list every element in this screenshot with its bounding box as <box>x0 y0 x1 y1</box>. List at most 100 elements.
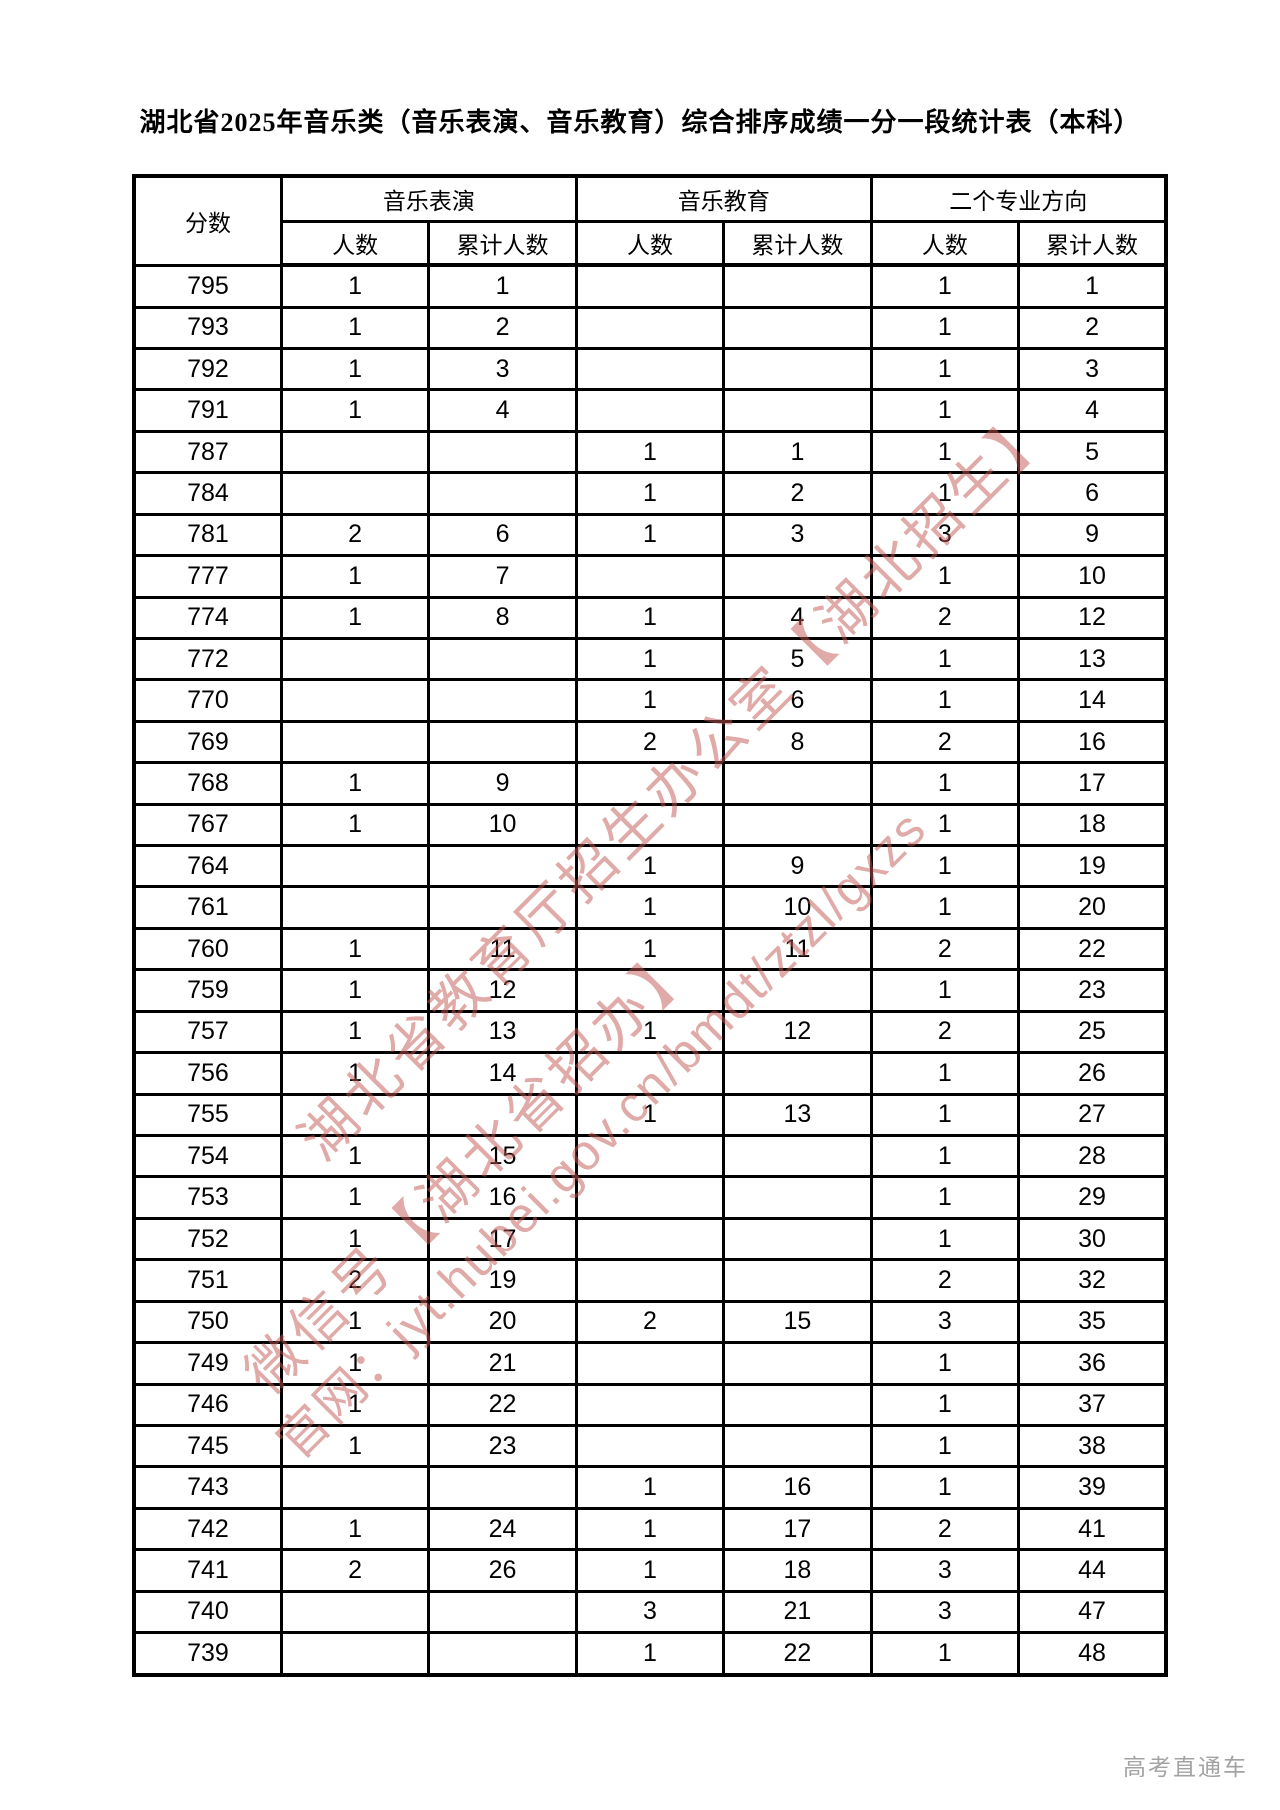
both-cumulative-cell: 48 <box>1017 1631 1168 1677</box>
mp-cumulative-cell: 11 <box>427 926 578 972</box>
mp-count-cell: 1 <box>279 1134 431 1179</box>
score-cell: 757 <box>132 1009 283 1055</box>
both-count-cell: 1 <box>869 388 1021 433</box>
mp-count-cell: 1 <box>279 1175 431 1220</box>
me-cumulative-cell: 9 <box>722 844 873 889</box>
both-cumulative-cell: 37 <box>1017 1382 1168 1427</box>
both-count-cell: 1 <box>869 844 1021 889</box>
mp-cumulative-cell: 26 <box>427 1548 578 1593</box>
me-cumulative-cell: 13 <box>722 1092 873 1138</box>
score-cell: 792 <box>132 346 283 392</box>
both-count-cell: 2 <box>869 1258 1021 1303</box>
me-count-cell: 1 <box>574 1631 726 1677</box>
table-row: 774 1 8 1 4 2 12 <box>132 595 1168 640</box>
mp-count-cell: 1 <box>279 388 431 433</box>
both-cumulative-cell: 1 <box>1017 263 1168 309</box>
table-row: 787 1 1 1 5 <box>132 429 1168 475</box>
me-cumulative-cell: 12 <box>722 1009 873 1055</box>
mp-count-cell <box>279 885 431 930</box>
me-cumulative-cell <box>722 388 873 433</box>
table-row: 767 1 10 1 18 <box>132 802 1168 848</box>
me-count-cell: 1 <box>574 1548 726 1593</box>
table-row: 743 1 16 1 39 <box>132 1465 1168 1510</box>
me-count-cell <box>574 1423 726 1469</box>
mp-count-cell: 1 <box>279 554 431 599</box>
mp-count-cell: 1 <box>279 1341 431 1386</box>
me-cumulative-cell <box>722 761 873 806</box>
me-count-cell: 1 <box>574 844 726 889</box>
me-cumulative-cell <box>722 305 873 351</box>
me-cumulative-cell <box>722 1423 873 1469</box>
both-cumulative-cell: 14 <box>1017 678 1168 723</box>
mp-count-cell: 1 <box>279 761 431 806</box>
table-row: 768 1 9 1 17 <box>132 761 1168 806</box>
both-count-cell: 1 <box>869 678 1021 723</box>
both-cumulative-cell: 36 <box>1017 1341 1168 1386</box>
me-cumulative-cell <box>722 1216 873 1262</box>
me-cumulative-cell: 4 <box>722 595 873 640</box>
table-row: 739 1 22 1 48 <box>132 1631 1168 1677</box>
mp-cumulative-cell <box>427 678 578 723</box>
me-cumulative-cell: 2 <box>722 471 873 516</box>
mp-cumulative-cell: 21 <box>427 1341 578 1386</box>
both-cumulative-cell: 26 <box>1017 1051 1168 1096</box>
mp-cumulative-cell: 1 <box>427 263 578 309</box>
footer-brand: 高考直通车 <box>1123 1754 1248 1780</box>
header-me-cumulative: 累计人数 <box>722 220 873 267</box>
mp-count-cell <box>279 429 431 475</box>
both-count-cell: 1 <box>869 1216 1021 1262</box>
mp-count-cell: 1 <box>279 968 431 1013</box>
both-count-cell: 1 <box>869 1423 1021 1469</box>
table-header: 分数 音乐表演 音乐教育 二个专业方向 人数 累计人数 人数 累计人数 人数 累… <box>132 174 1168 267</box>
mp-cumulative-cell <box>427 885 578 930</box>
me-count-cell <box>574 388 726 433</box>
both-cumulative-cell: 18 <box>1017 802 1168 848</box>
both-count-cell: 1 <box>869 305 1021 351</box>
table-row: 757 1 13 1 12 2 25 <box>132 1009 1168 1055</box>
mp-cumulative-cell <box>427 429 578 475</box>
score-cell: 759 <box>132 968 283 1013</box>
me-cumulative-cell <box>722 968 873 1013</box>
both-cumulative-cell: 5 <box>1017 429 1168 475</box>
table-row: 764 1 9 1 19 <box>132 844 1168 889</box>
me-count-cell <box>574 968 726 1013</box>
table-row: 742 1 24 1 17 2 41 <box>132 1506 1168 1552</box>
me-count-cell: 1 <box>574 471 726 516</box>
score-cell: 749 <box>132 1341 283 1386</box>
me-count-cell: 1 <box>574 636 726 682</box>
mp-cumulative-cell: 2 <box>427 305 578 351</box>
document-title: 湖北省2025年音乐类（音乐表演、音乐教育）综合排序成绩一分一段统计表（本科） <box>139 108 1141 137</box>
mp-cumulative-cell <box>427 719 578 765</box>
score-cell: 752 <box>132 1216 283 1262</box>
both-count-cell: 2 <box>869 595 1021 640</box>
me-count-cell <box>574 1258 726 1303</box>
both-cumulative-cell: 22 <box>1017 926 1168 972</box>
table-row: 795 1 1 1 1 <box>132 263 1168 309</box>
mp-cumulative-cell <box>427 1465 578 1510</box>
both-cumulative-cell: 29 <box>1017 1175 1168 1220</box>
mp-count-cell <box>279 1631 431 1677</box>
me-count-cell <box>574 1175 726 1220</box>
both-cumulative-cell: 2 <box>1017 305 1168 351</box>
both-count-cell: 1 <box>869 1092 1021 1138</box>
both-count-cell: 1 <box>869 346 1021 392</box>
mp-cumulative-cell: 9 <box>427 761 578 806</box>
score-cell: 760 <box>132 926 283 972</box>
me-cumulative-cell <box>722 1051 873 1096</box>
score-cell: 751 <box>132 1258 283 1303</box>
mp-cumulative-cell: 3 <box>427 346 578 392</box>
both-count-cell: 1 <box>869 802 1021 848</box>
table-row: 752 1 17 1 30 <box>132 1216 1168 1262</box>
mp-cumulative-cell: 16 <box>427 1175 578 1220</box>
both-count-cell: 3 <box>869 1589 1021 1635</box>
score-cell: 754 <box>132 1134 283 1179</box>
both-cumulative-cell: 10 <box>1017 554 1168 599</box>
both-cumulative-cell: 41 <box>1017 1506 1168 1552</box>
mp-cumulative-cell: 15 <box>427 1134 578 1179</box>
both-cumulative-cell: 27 <box>1017 1092 1168 1138</box>
both-count-cell: 2 <box>869 1506 1021 1552</box>
mp-cumulative-cell: 22 <box>427 1382 578 1427</box>
both-cumulative-cell: 25 <box>1017 1009 1168 1055</box>
both-count-cell: 2 <box>869 926 1021 972</box>
